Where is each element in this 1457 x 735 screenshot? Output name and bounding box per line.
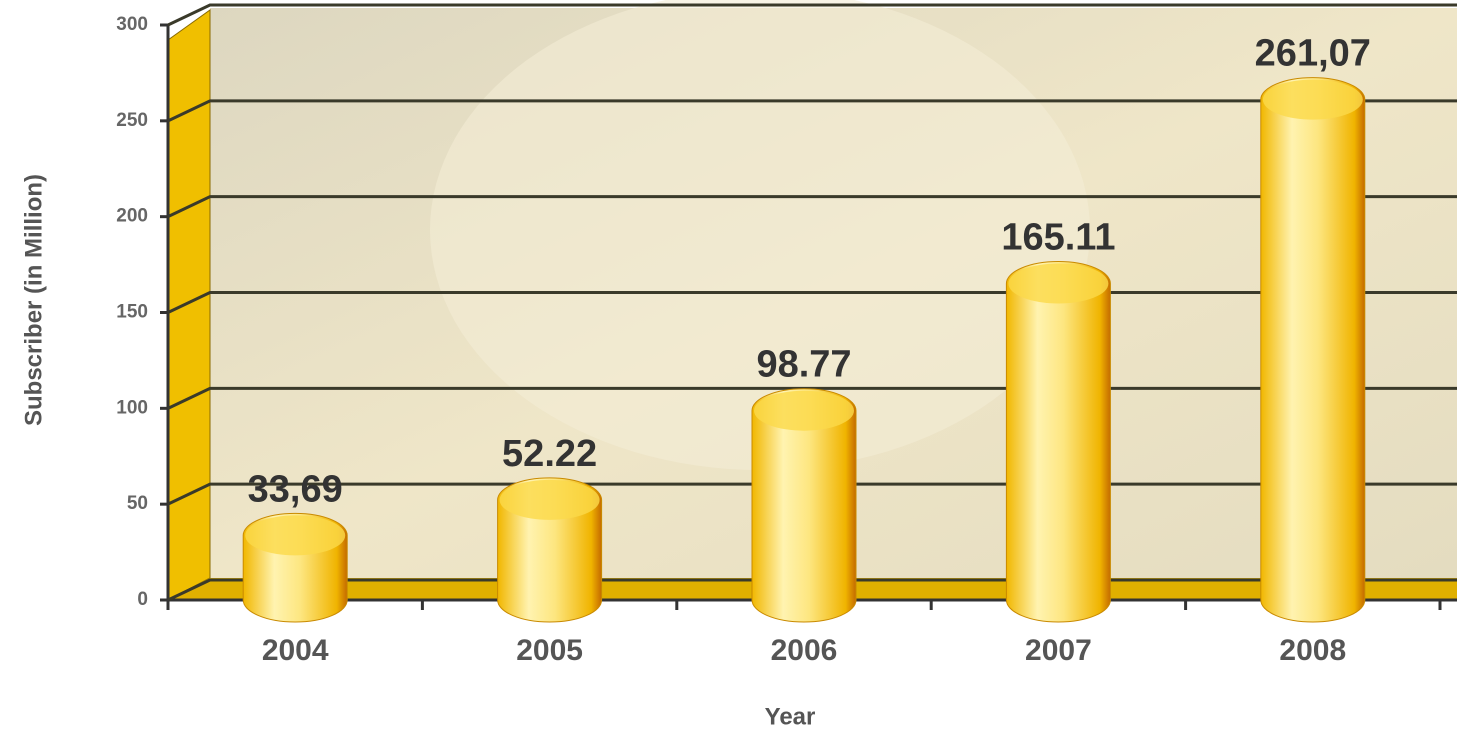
x-tick-label: 2005: [516, 634, 583, 667]
bar: [1260, 77, 1366, 623]
grid-line: [167, 3, 1457, 27]
y-tick-label: 300: [116, 14, 148, 35]
y-tick-label: 250: [116, 110, 148, 131]
y-tick-label: 100: [116, 397, 148, 418]
y-tick-label: 200: [116, 206, 148, 227]
x-tick-label: 2006: [771, 634, 838, 667]
y-tick-label: 0: [137, 589, 148, 610]
value-label: 33,69: [248, 468, 343, 510]
value-label: 165.11: [1001, 217, 1115, 259]
value-label: 261,07: [1255, 33, 1371, 75]
bar-cap: [1008, 263, 1109, 304]
x-axis-title: Year: [765, 703, 816, 730]
y-tick-label: 150: [116, 302, 148, 323]
bar-cap: [754, 390, 854, 431]
bar: [1005, 261, 1111, 623]
x-tick-label: 2007: [1025, 634, 1092, 667]
y-tick-label: 50: [127, 493, 148, 514]
y-axis-title: Subscriber (in Million): [20, 174, 47, 426]
bar-cap: [1262, 79, 1363, 120]
bar-cap: [499, 479, 600, 520]
value-label: 98.77: [756, 344, 851, 386]
side-wall: [167, 9, 211, 601]
bar: [751, 388, 857, 623]
x-tick-label: 2008: [1279, 634, 1346, 667]
value-label: 52.22: [502, 433, 597, 475]
background-globe: [430, 0, 1090, 470]
x-tick-label: 2004: [262, 634, 329, 667]
grid-line: [167, 99, 1457, 123]
bar-cap: [245, 515, 346, 556]
grid-line: [167, 195, 1457, 219]
